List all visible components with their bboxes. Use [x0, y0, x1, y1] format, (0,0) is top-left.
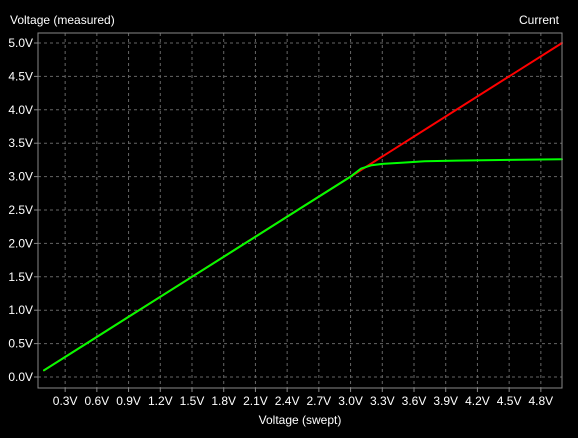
x-tick-label: 1.5V [180, 394, 205, 408]
x-tick-label: 3.0V [338, 394, 363, 408]
x-tick-label: 4.2V [465, 394, 490, 408]
x-tick-label: 4.5V [497, 394, 522, 408]
x-tick-label: 2.4V [275, 394, 300, 408]
y-tick-label: 5.0V [8, 36, 33, 50]
y-tick-label: 2.5V [8, 203, 33, 217]
x-tick-label: 3.9V [433, 394, 458, 408]
y-tick-label: 4.0V [8, 103, 33, 117]
y-tick-label: 0.0V [8, 370, 33, 384]
chart-title-left: Voltage (measured) [10, 13, 115, 27]
grid-layer [38, 33, 562, 388]
y-tick-label: 1.0V [8, 303, 33, 317]
x-axis-ticks: 0.3V 0.6V 0.9V 1.2V 1.5V 1.8V 2.1V 2.4V 2.7V 3.0V… [53, 388, 553, 408]
series-layer [43, 42, 563, 372]
x-tick-label: 3.6V [402, 394, 427, 408]
y-axis-ticks: 0.0V 0.5V 1.0V 1.5V 2.0V 2.5V 3.0V 3.5V 4.0V 4.5V… [8, 36, 38, 384]
y-tick-label: 4.5V [8, 69, 33, 83]
x-tick-label: 1.8V [211, 394, 236, 408]
x-tick-label: 0.9V [116, 394, 141, 408]
y-tick-label: 1.5V [8, 270, 33, 284]
chart-title-right: Current [519, 13, 560, 27]
x-tick-label: 4.8V [529, 394, 554, 408]
x-tick-label: 3.3V [370, 394, 395, 408]
y-tick-label: 2.0V [8, 236, 33, 250]
x-tick-label: 0.3V [53, 394, 78, 408]
y-tick-label: 0.5V [8, 337, 33, 351]
x-tick-label: 0.6V [85, 394, 110, 408]
x-tick-label: 2.1V [243, 394, 268, 408]
x-tick-label: 2.7V [307, 394, 332, 408]
plot-frame [37, 32, 563, 389]
series-line-green [43, 158, 563, 372]
x-tick-label: 1.2V [148, 394, 173, 408]
y-tick-label: 3.5V [8, 136, 33, 150]
x-axis-label: Voltage (swept) [259, 413, 342, 427]
y-tick-label: 3.0V [8, 170, 33, 184]
